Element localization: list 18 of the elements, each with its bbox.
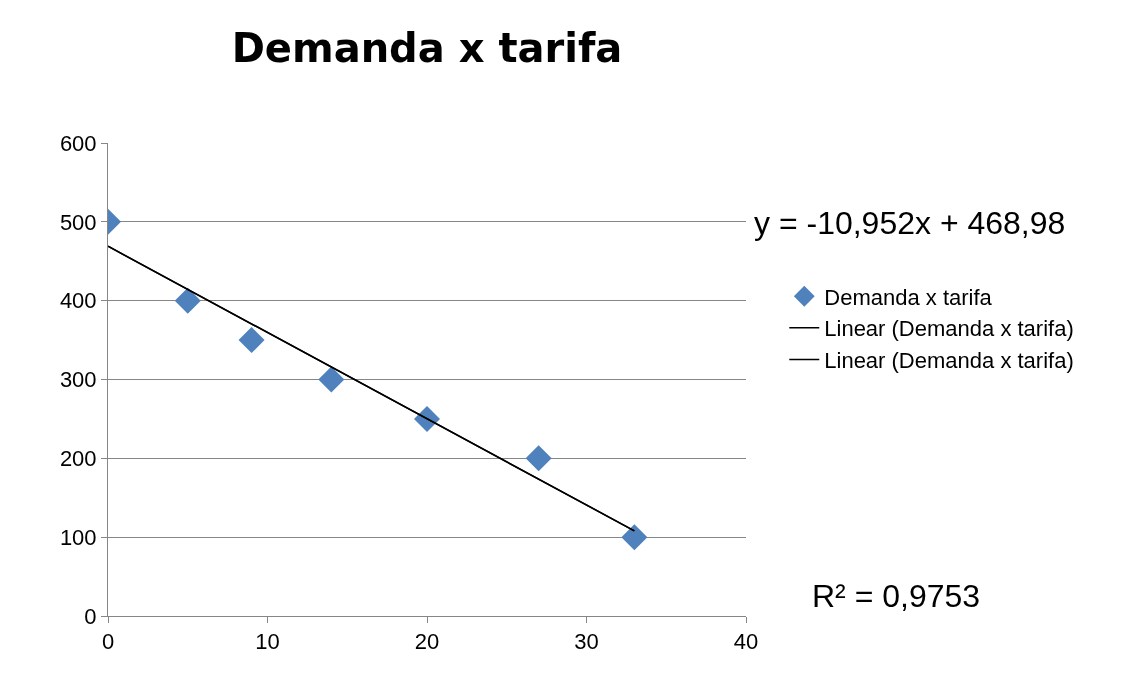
- text: y = -10,952x + 468,98: [754, 205, 1066, 241]
- chart-title: Demanda x tarifa: [231, 25, 623, 72]
- y-tick-label: 600: [59, 130, 97, 156]
- text: R² = 0,9753: [812, 578, 981, 614]
- x-tick-label: 40: [733, 629, 759, 655]
- y-tick-label: 300: [59, 367, 97, 393]
- x-tick-label: 10: [255, 629, 280, 655]
- x-tick-label: 30: [574, 629, 599, 655]
- legend-label: Linear (Demanda x tarifa): [824, 316, 1074, 342]
- legend-label: Linear (Demanda x tarifa): [824, 348, 1074, 374]
- y-tick-label: 500: [59, 209, 97, 235]
- legend-label: Demanda x tarifa: [824, 284, 993, 310]
- y-tick-label: 100: [59, 524, 97, 550]
- y-tick-label: 200: [59, 446, 97, 472]
- y-tick-label: 400: [59, 288, 97, 314]
- x-tick-label: 20: [414, 629, 440, 655]
- x-tick-label: 0: [101, 629, 115, 655]
- y-tick-label: 0: [84, 603, 97, 629]
